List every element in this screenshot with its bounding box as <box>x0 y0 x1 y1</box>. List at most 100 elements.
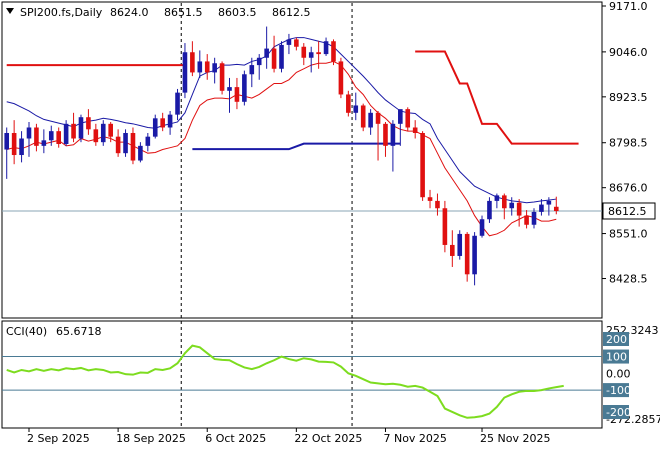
candle <box>346 91 351 117</box>
candle-body <box>34 127 39 145</box>
candle <box>487 197 492 223</box>
candle-body <box>257 58 262 65</box>
candle <box>331 39 336 65</box>
candle-body <box>554 207 559 211</box>
candle-body <box>123 133 128 153</box>
candle-body <box>472 236 477 275</box>
candle-body <box>316 52 321 54</box>
candle <box>465 232 470 282</box>
candle-body <box>4 133 9 150</box>
candle <box>123 129 128 157</box>
price-tick-label: 8676.0 <box>609 182 648 195</box>
candle-body <box>443 208 448 245</box>
candle-body <box>509 203 514 209</box>
candle-body <box>131 133 136 161</box>
date-tick-label: 2 Sep 2025 <box>27 432 90 445</box>
candle-body <box>361 105 366 127</box>
candle <box>220 61 225 94</box>
candle-body <box>153 118 158 136</box>
candle-body <box>413 127 418 133</box>
candle-body <box>368 113 373 128</box>
candle <box>79 115 84 143</box>
candle-body <box>71 124 76 139</box>
candle-body <box>301 47 306 58</box>
candle <box>339 58 344 98</box>
candle-body <box>160 118 165 127</box>
candle-body <box>212 63 217 72</box>
candle-body <box>398 109 403 124</box>
candle-body <box>480 219 485 236</box>
candle-body <box>420 133 425 197</box>
candle-body <box>249 65 254 74</box>
current-price-text: 8612.5 <box>608 205 647 218</box>
candle-body <box>190 52 195 72</box>
candle-body <box>49 131 54 140</box>
header-high: 8651.5 <box>164 6 203 19</box>
candle-body <box>428 197 433 201</box>
candle-body <box>331 41 336 61</box>
price-tick-label: 8428.5 <box>609 273 648 286</box>
header-close: 8612.5 <box>272 6 311 19</box>
candle-body <box>264 49 269 58</box>
candle-body <box>175 93 180 115</box>
date-tick-label: 22 Oct 2025 <box>294 432 362 445</box>
candle-body <box>279 45 284 69</box>
candle-body <box>517 203 522 216</box>
candle-body <box>309 52 314 58</box>
candle-body <box>376 113 381 124</box>
candle-body <box>495 195 500 201</box>
header-low: 8603.5 <box>218 6 257 19</box>
candle-body <box>346 94 351 112</box>
candle-body <box>294 39 299 46</box>
header-symbol: SPI200.fs,Daily <box>20 6 103 19</box>
candle-body <box>205 61 210 72</box>
date-tick-label: 6 Oct 2025 <box>205 432 266 445</box>
date-tick-label: 18 Sep 2025 <box>116 432 186 445</box>
date-tick-label: 25 Nov 2025 <box>480 432 550 445</box>
candle-body <box>242 74 247 102</box>
candle <box>420 131 425 201</box>
price-tick-label: 9046.0 <box>609 46 648 59</box>
candle <box>64 120 69 146</box>
header-open: 8624.0 <box>110 6 149 19</box>
candle-body <box>79 117 84 138</box>
candle-body <box>353 105 358 112</box>
candle <box>131 127 136 164</box>
candle <box>457 230 462 259</box>
candle-body <box>12 133 17 155</box>
current-price-tag: 8612.5 <box>603 203 655 219</box>
candle-body <box>116 137 121 154</box>
candle-body <box>465 234 470 274</box>
cci-boxed-label: 200 <box>606 333 627 346</box>
candle-body <box>391 124 396 146</box>
candle-body <box>19 139 24 156</box>
candle-body <box>168 115 173 128</box>
candle-body <box>450 245 455 256</box>
cci-tick-label: 100 <box>606 351 627 364</box>
candle-body <box>220 63 225 91</box>
candle-body <box>56 131 61 144</box>
candle-body <box>324 41 329 54</box>
candle <box>101 120 106 146</box>
candle <box>443 201 448 252</box>
candle-body <box>101 124 106 142</box>
price-tick-label: 8923.5 <box>609 91 648 104</box>
date-tick-label: 7 Nov 2025 <box>383 432 446 445</box>
cci-value: 65.6718 <box>56 325 102 338</box>
candle <box>279 41 284 72</box>
candle-body <box>532 212 537 225</box>
candle-body <box>42 140 47 146</box>
candle-body <box>547 201 552 205</box>
candle-body <box>198 61 203 72</box>
cci-boxed-label: -200 <box>606 406 631 419</box>
candle-body <box>287 39 292 45</box>
cci-label: CCI(40) <box>6 325 47 338</box>
cci-tick-label: 0.00 <box>606 367 631 380</box>
candle-body <box>272 49 277 69</box>
candle-body <box>94 129 99 142</box>
candle-body <box>539 205 544 212</box>
candle-body <box>227 87 232 91</box>
candle-body <box>183 52 188 92</box>
